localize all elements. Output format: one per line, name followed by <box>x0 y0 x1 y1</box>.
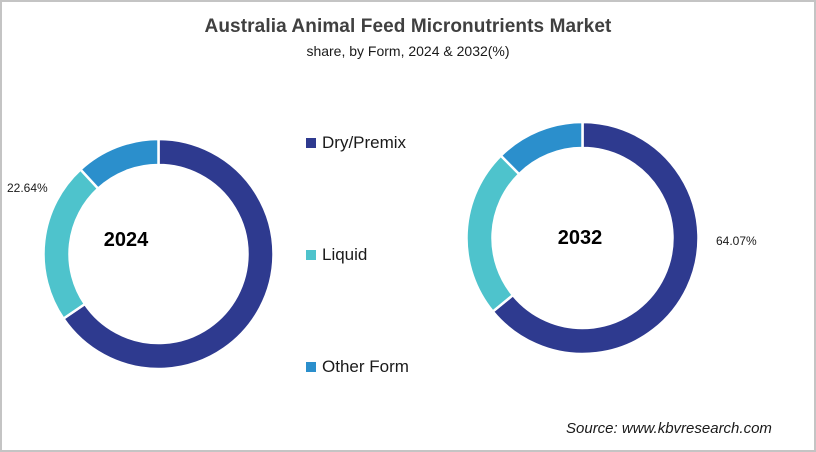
chart-subtitle: share, by Form, 2024 & 2032(%) <box>306 43 510 59</box>
donut-2024 <box>42 137 275 371</box>
center-label-2024: 2024 <box>104 229 149 251</box>
legend-label: Dry/Premix <box>322 133 407 152</box>
legend-label: Other Form <box>322 357 409 376</box>
donut-segment-liquid <box>42 167 100 321</box>
source-note: Source: www.kbvresearch.com <box>566 420 772 437</box>
donut-segment-liquid <box>465 153 521 314</box>
legend-item-liquid: Liquid <box>306 245 367 265</box>
center-label-2032: 2032 <box>558 227 603 249</box>
donut-segment-other-form <box>78 137 160 191</box>
chart-title: Australia Animal Feed Micronutrients Mar… <box>204 16 612 37</box>
donut-segment-dry-premix <box>61 137 275 371</box>
data-label-dry-2032: 64.07% <box>716 234 757 248</box>
legend-swatch-dry-premix <box>306 138 316 148</box>
legend-swatch-liquid <box>306 250 316 260</box>
legend-item-dry-premix: Dry/Premix <box>306 133 406 153</box>
donut-segment-other-form <box>499 120 584 176</box>
data-label-liquid-2024: 22.64% <box>7 181 48 195</box>
donut-2032 <box>465 120 700 356</box>
legend-swatch-other-form <box>306 362 316 372</box>
donut-segment-dry-premix <box>491 120 700 356</box>
legend-item-other-form: Other Form <box>306 357 409 377</box>
legend-label: Liquid <box>322 245 368 264</box>
